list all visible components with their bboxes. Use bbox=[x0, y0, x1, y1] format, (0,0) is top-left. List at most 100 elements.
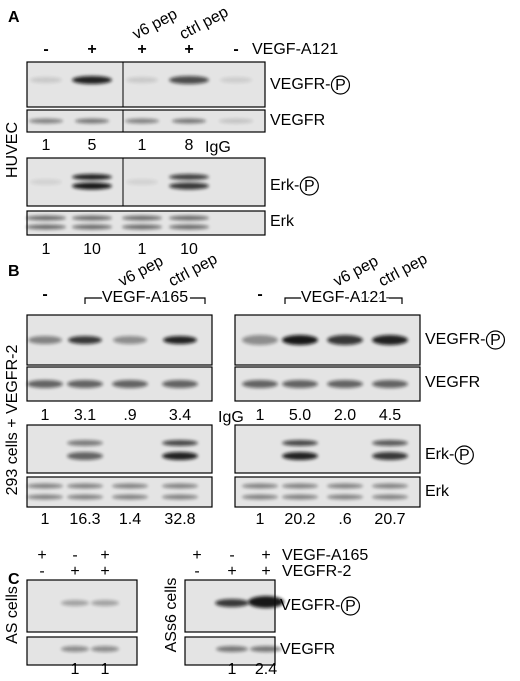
treatment-sign: - bbox=[39, 563, 44, 580]
band bbox=[327, 494, 363, 500]
peptide-label: ctrl pep bbox=[177, 4, 231, 44]
blot-label: VEGFR- bbox=[280, 597, 340, 614]
treatment-sign: + bbox=[100, 563, 109, 580]
blot-label: Erk- bbox=[270, 177, 299, 194]
dash: - bbox=[257, 286, 262, 303]
ratio: 1 bbox=[138, 137, 147, 154]
ratio: 4.5 bbox=[379, 407, 401, 424]
phospho-marker: P bbox=[490, 332, 501, 349]
blot bbox=[26, 61, 266, 108]
ratio: 1 bbox=[71, 661, 80, 678]
band bbox=[162, 440, 198, 446]
ratio: 8 bbox=[185, 137, 194, 154]
blot bbox=[26, 424, 213, 474]
blot bbox=[26, 476, 213, 508]
cell-label: HUVEC bbox=[4, 122, 21, 178]
ratio: 1.4 bbox=[119, 511, 141, 528]
band bbox=[282, 483, 318, 489]
band bbox=[72, 76, 112, 84]
band bbox=[27, 380, 63, 388]
treatment-label: VEGF-A121 bbox=[301, 289, 387, 306]
treatment-sign: - bbox=[194, 563, 199, 580]
phospho-marker: P bbox=[345, 598, 356, 615]
band bbox=[372, 380, 408, 388]
band bbox=[169, 215, 209, 221]
ratio: 20.7 bbox=[374, 511, 405, 528]
treatment-sign: - bbox=[72, 547, 77, 564]
band bbox=[372, 452, 408, 460]
control-label: IgG bbox=[218, 409, 244, 426]
treatment-label: VEGFR-2 bbox=[282, 563, 351, 580]
ratio: 1 bbox=[101, 661, 110, 678]
treatment-sign: + bbox=[100, 547, 109, 564]
peptide-label: v6 pep bbox=[116, 253, 166, 291]
band bbox=[61, 600, 89, 606]
band bbox=[372, 494, 408, 500]
band bbox=[169, 224, 209, 230]
phospho-circle bbox=[299, 176, 319, 196]
treatment-sign: - bbox=[233, 41, 238, 58]
ratio: 1 bbox=[138, 241, 147, 258]
band bbox=[215, 599, 249, 607]
band bbox=[27, 494, 63, 500]
phospho-circle bbox=[454, 445, 474, 465]
band bbox=[75, 118, 109, 124]
cell-label: ASs6 cells bbox=[163, 578, 180, 653]
peptide-label: ctrl pep bbox=[376, 251, 430, 291]
cell-label: 293 cells + VEGFR-2 bbox=[4, 345, 21, 496]
treatment-sign: + bbox=[261, 563, 270, 580]
treatment-sign: + bbox=[87, 41, 96, 58]
band bbox=[72, 224, 112, 230]
treatment-sign: + bbox=[137, 41, 146, 58]
control-label: IgG bbox=[205, 139, 231, 156]
band bbox=[242, 483, 278, 489]
peptide-label: v6 pep bbox=[130, 6, 180, 44]
ratio: 1 bbox=[42, 137, 51, 154]
ratio: 1 bbox=[42, 241, 51, 258]
band bbox=[242, 494, 278, 500]
treatment-label: VEGF-A165 bbox=[282, 547, 368, 564]
band bbox=[126, 179, 158, 185]
ratio: 1 bbox=[41, 511, 50, 528]
band bbox=[61, 646, 89, 652]
band bbox=[122, 224, 162, 230]
ratio: 5.0 bbox=[289, 407, 311, 424]
phospho-marker: P bbox=[304, 178, 315, 195]
ratio: 2.4 bbox=[255, 661, 277, 678]
bracket bbox=[284, 297, 403, 304]
band bbox=[172, 118, 206, 124]
phospho-circle bbox=[340, 596, 361, 616]
blot bbox=[26, 210, 266, 236]
band bbox=[72, 174, 112, 180]
band bbox=[122, 215, 162, 221]
blot bbox=[234, 424, 421, 474]
blot bbox=[234, 476, 421, 508]
band bbox=[327, 483, 363, 489]
band bbox=[372, 440, 408, 446]
band bbox=[67, 494, 103, 500]
band bbox=[216, 646, 248, 652]
treatment-sign: - bbox=[229, 547, 234, 564]
treatment-sign: + bbox=[192, 547, 201, 564]
band bbox=[282, 335, 318, 345]
ratio: 5 bbox=[88, 137, 97, 154]
treatment-sign: + bbox=[227, 563, 236, 580]
band bbox=[162, 452, 198, 460]
peptide-label: v6 pep bbox=[331, 253, 381, 291]
band bbox=[91, 646, 119, 652]
band bbox=[282, 380, 318, 388]
band bbox=[372, 483, 408, 489]
band bbox=[126, 77, 158, 83]
band bbox=[282, 452, 318, 460]
band bbox=[162, 494, 198, 500]
ratio: 16.3 bbox=[69, 511, 100, 528]
panel-label: C bbox=[8, 571, 20, 588]
band bbox=[67, 483, 103, 489]
band bbox=[72, 182, 112, 190]
band bbox=[30, 179, 62, 185]
ratio: 10 bbox=[180, 241, 198, 258]
band bbox=[372, 335, 408, 345]
band bbox=[162, 380, 198, 388]
band bbox=[112, 494, 148, 500]
blot-label: Erk- bbox=[425, 446, 454, 463]
